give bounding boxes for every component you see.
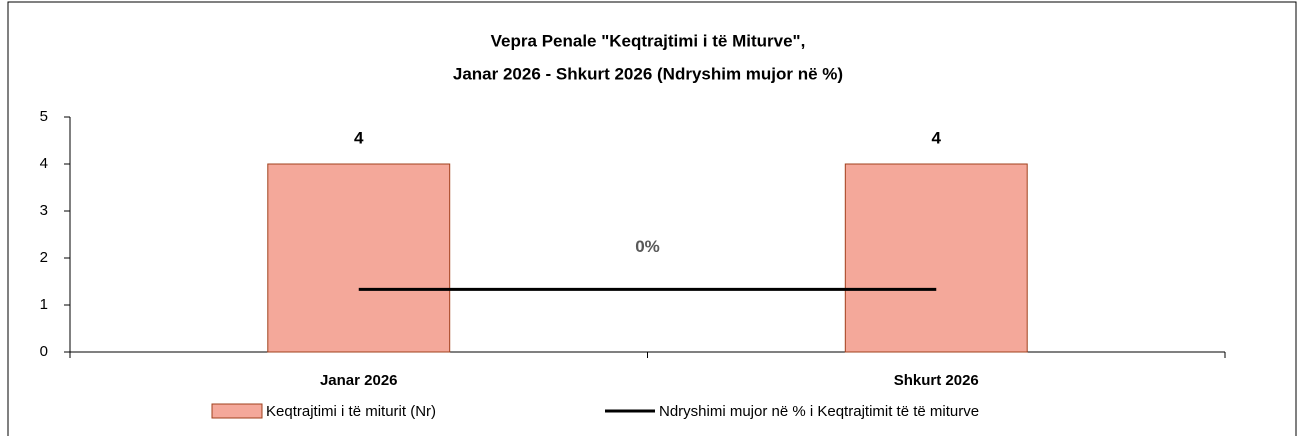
y-tick-label: 2 <box>40 249 48 266</box>
chart-frame <box>7 1 1297 436</box>
data-label: 4 <box>354 128 364 147</box>
y-tick-label: 3 <box>40 202 48 219</box>
chart-title: Vepra Penale "Keqtrajtimi i të Miturve", <box>491 31 806 50</box>
y-tick-label: 4 <box>40 155 48 172</box>
line-label: 0% <box>635 237 660 256</box>
bar <box>844 163 1028 353</box>
bar <box>267 163 451 353</box>
y-tick-label: 1 <box>40 296 48 313</box>
legend-label: Keqtrajtimi i të miturit (Nr) <box>266 403 436 420</box>
chart-title: Janar 2026 - Shkurt 2026 (Ndryshim mujor… <box>453 64 843 83</box>
legend-swatch <box>211 403 263 419</box>
data-label: 4 <box>932 128 942 147</box>
legend-label: Ndryshimi mujor në % i Keqtrajtimit të t… <box>659 403 979 420</box>
y-tick-label: 0 <box>40 343 48 360</box>
x-tick-label: Shkurt 2026 <box>894 372 979 389</box>
x-tick-label: Janar 2026 <box>320 372 398 389</box>
y-tick-label: 5 <box>40 108 48 125</box>
